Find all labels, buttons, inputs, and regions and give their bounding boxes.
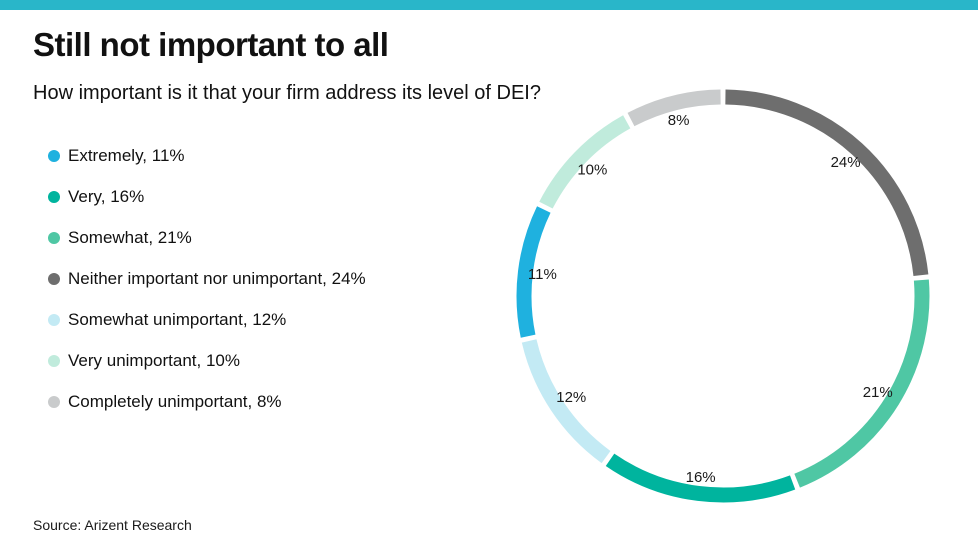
legend-item: Somewhat, 21% bbox=[48, 227, 366, 249]
legend-dot bbox=[48, 355, 60, 367]
donut-segment bbox=[627, 89, 721, 127]
legend-dot bbox=[48, 396, 60, 408]
donut-segment-label: 11% bbox=[528, 266, 557, 283]
legend-dot bbox=[48, 191, 60, 203]
donut-segment-label: 24% bbox=[831, 154, 861, 171]
donut-segment-label: 8% bbox=[668, 112, 690, 129]
donut-segment bbox=[725, 89, 929, 277]
donut-segment bbox=[521, 339, 611, 464]
donut-segment-label: 16% bbox=[686, 469, 716, 486]
legend-item: Completely unimportant, 8% bbox=[48, 391, 366, 413]
donut-segment bbox=[516, 206, 551, 338]
donut-segment-label: 21% bbox=[863, 384, 893, 401]
legend-item-label: Somewhat, 21% bbox=[68, 228, 192, 247]
donut-segment-label: 10% bbox=[577, 162, 607, 179]
donut-chart: 24% 21% 16% 12% 11% 10% 8% bbox=[488, 61, 958, 531]
legend-item: Somewhat unimportant, 12% bbox=[48, 309, 366, 331]
page-subtitle: How important is it that your firm addre… bbox=[33, 82, 541, 104]
top-accent-bar bbox=[0, 0, 978, 10]
legend-item: Very unimportant, 10% bbox=[48, 350, 366, 372]
donut-segment bbox=[539, 115, 631, 209]
legend-item-label: Completely unimportant, 8% bbox=[68, 392, 282, 411]
legend-item-label: Somewhat unimportant, 12% bbox=[68, 310, 287, 329]
donut-segment bbox=[605, 453, 796, 503]
legend-item-label: Very unimportant, 10% bbox=[68, 351, 240, 370]
donut-segment-label: 12% bbox=[556, 389, 586, 406]
legend: Extremely, 11% Very, 16% Somewhat, 21% N… bbox=[48, 145, 366, 432]
legend-item: Very, 16% bbox=[48, 186, 366, 208]
legend-dot bbox=[48, 232, 60, 244]
legend-item-label: Extremely, 11% bbox=[68, 146, 185, 165]
legend-dot bbox=[48, 150, 60, 162]
donut-segment bbox=[794, 279, 930, 488]
legend-item: Extremely, 11% bbox=[48, 145, 366, 167]
legend-dot bbox=[48, 314, 60, 326]
page-title: Still not important to all bbox=[33, 26, 389, 63]
legend-item: Neither important nor unimportant, 24% bbox=[48, 268, 366, 290]
source-text: Source: Arizent Research bbox=[33, 517, 192, 533]
legend-item-label: Neither important nor unimportant, 24% bbox=[68, 269, 366, 288]
donut-svg: 24% 21% 16% 12% 11% 10% 8% bbox=[516, 89, 930, 503]
legend-dot bbox=[48, 273, 60, 285]
legend-item-label: Very, 16% bbox=[68, 187, 145, 206]
